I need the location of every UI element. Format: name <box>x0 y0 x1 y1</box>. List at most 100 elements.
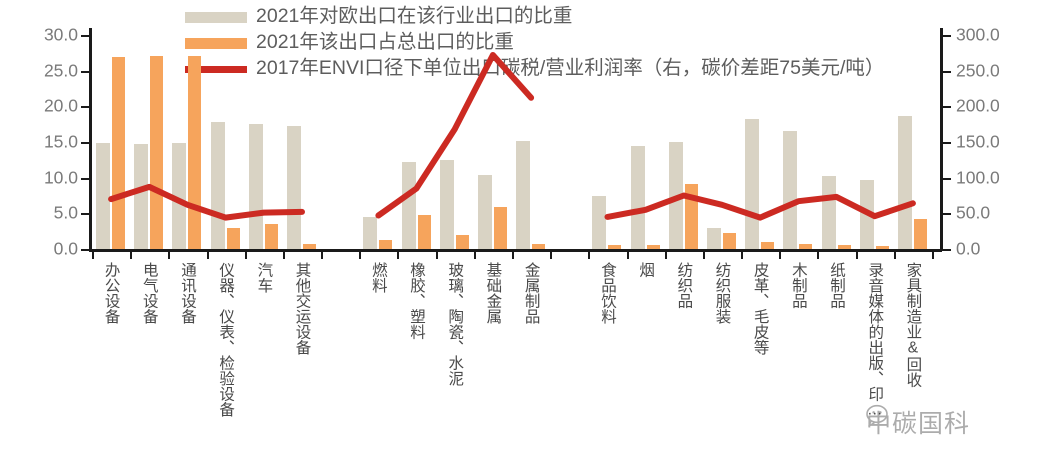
bar-share-of-total-export <box>723 233 736 249</box>
y-axis-right-tick-label: 100.0 <box>956 167 1000 188</box>
y-axis-right-spine <box>940 28 943 249</box>
x-axis-tick <box>435 251 438 259</box>
x-axis-category-label: 基础金属 <box>484 262 502 324</box>
bar-share-of-total-export <box>837 244 851 249</box>
x-axis-category-label: 电气设备 <box>140 262 158 324</box>
legend-item-0: 2021年对欧出口在该行业出口的比重 <box>185 4 884 30</box>
x-axis-tick <box>855 251 858 259</box>
y-axis-right-tick-label: 200.0 <box>956 95 1000 116</box>
bar-export-share-to-eu <box>783 130 798 249</box>
y-axis-left-tick <box>81 213 90 216</box>
line-segment <box>108 183 305 221</box>
bar-share-of-total-export <box>493 206 507 249</box>
watermark: 中碳国科 <box>866 404 970 440</box>
bar-share-of-total-export <box>112 57 126 249</box>
x-axis-category-label: 纺织服装 <box>713 262 731 324</box>
x-axis-category-label: 办公设备 <box>102 262 120 324</box>
y-axis-right-tick-label: 50.0 <box>956 202 991 223</box>
x-axis-tick <box>321 251 324 259</box>
x-axis-tick <box>893 251 896 259</box>
bar-share-of-total-export <box>303 244 316 249</box>
legend-label-2: 2017年ENVI口径下单位出口碳税/营业利润率（右，碳价差距75美元/吨） <box>256 57 885 80</box>
legend-label-0: 2021年对欧出口在该行业出口的比重 <box>256 5 573 28</box>
wechat-icon <box>866 404 888 427</box>
y-axis-left-tick <box>81 35 90 37</box>
y-axis-right-tick-label: 250.0 <box>956 60 1000 81</box>
y-axis-left-tick-label: 10.0 <box>43 167 78 188</box>
bar-export-share-to-eu <box>134 144 149 249</box>
bar-export-share-to-eu <box>96 142 111 249</box>
y-axis-right-tick <box>942 213 951 216</box>
y-axis-left-tick <box>81 177 90 180</box>
y-axis-left-tick-label: 20.0 <box>43 95 78 116</box>
x-axis-category-label: 金属制品 <box>522 262 540 324</box>
x-axis-category-label: 录音媒体的出版、印… <box>866 262 884 419</box>
bar-export-share-to-eu <box>630 145 645 249</box>
y-axis-right-tick <box>942 106 951 109</box>
y-axis-right-tick-label: 150.0 <box>956 131 1000 152</box>
x-axis-tick <box>92 251 94 259</box>
bar-export-share-to-eu <box>592 195 607 249</box>
legend-item-2: 2017年ENVI口径下单位出口碳税/营业利润率（右，碳价差距75美元/吨） <box>185 56 884 82</box>
x-axis-tick <box>359 251 362 259</box>
x-axis-tick <box>779 251 782 259</box>
x-axis-tick <box>817 251 820 259</box>
x-axis-tick <box>932 251 934 259</box>
bar-export-share-to-eu <box>401 161 416 249</box>
x-axis-category-label: 木制品 <box>789 262 807 309</box>
x-axis-tick <box>664 251 667 259</box>
y-axis-right-tick <box>942 35 951 37</box>
line-segment <box>604 192 916 221</box>
x-axis-tick <box>741 251 744 259</box>
x-axis-category-label: 纺织品 <box>675 262 693 309</box>
bar-share-of-total-export <box>761 241 775 249</box>
x-axis-tick <box>282 251 285 259</box>
y-axis-left-tick <box>81 142 90 144</box>
bar-export-share-to-eu <box>248 124 263 249</box>
bar-share-of-total-export <box>417 214 431 249</box>
y-axis-left-tick-label: 30.0 <box>43 24 78 45</box>
legend-swatch-line <box>185 65 247 73</box>
x-axis-category-label: 橡胶、塑料 <box>408 262 426 340</box>
x-axis-category-label: 通讯设备 <box>178 262 196 324</box>
x-axis-category-label: 皮革、毛皮等 <box>751 262 769 355</box>
x-axis-tick <box>168 251 171 259</box>
x-axis-category-label: 食品饮料 <box>598 262 616 324</box>
x-axis-tick <box>244 251 247 259</box>
bar-export-share-to-eu <box>172 143 187 249</box>
x-axis-tick <box>512 251 514 259</box>
y-axis-right-tick <box>942 70 951 73</box>
bar-export-share-to-eu <box>439 159 454 249</box>
x-axis-category-label: 纸制品 <box>828 262 846 309</box>
x-axis-category-label: 其他交运设备 <box>293 262 311 355</box>
x-axis-category-label: 家具制造业&回收 <box>904 262 922 388</box>
legend-item-1: 2021年该出口占总出口的比重 <box>185 30 884 56</box>
y-axis-left-tick-label: 15.0 <box>43 131 78 152</box>
x-axis-tick <box>206 251 209 259</box>
bar-share-of-total-export <box>150 56 164 249</box>
x-axis-category-label: 燃料 <box>369 262 387 293</box>
y-axis-left-tick <box>81 106 90 109</box>
y-axis-right-tick <box>942 142 951 144</box>
bar-export-share-to-eu <box>363 216 378 249</box>
bar-export-share-to-eu <box>516 140 531 249</box>
y-axis-left-tick <box>81 70 90 73</box>
bar-export-share-to-eu <box>897 115 912 249</box>
y-axis-right-tick-label: 0.0 <box>956 238 981 259</box>
x-axis-category-label: 仪器、仪表、检验设备 <box>217 262 235 417</box>
bar-share-of-total-export <box>264 224 278 249</box>
bar-share-of-total-export <box>799 244 813 249</box>
bar-export-share-to-eu <box>707 227 721 249</box>
x-axis-category-label: 汽车 <box>255 262 273 293</box>
bar-share-of-total-export <box>379 239 393 249</box>
y-axis-right-tick-label: 300.0 <box>956 24 1000 45</box>
x-axis-tick <box>626 251 629 259</box>
y-axis-left-tick-label: 5.0 <box>53 202 78 223</box>
x-axis-tick <box>550 251 553 259</box>
x-axis-tick <box>473 251 476 259</box>
chart-legend: 2021年对欧出口在该行业出口的比重 2021年该出口占总出口的比重 2017年… <box>185 4 884 82</box>
legend-label-1: 2021年该出口占总出口的比重 <box>256 31 514 54</box>
bar-share-of-total-export <box>188 55 202 249</box>
legend-swatch-beige <box>185 11 247 23</box>
